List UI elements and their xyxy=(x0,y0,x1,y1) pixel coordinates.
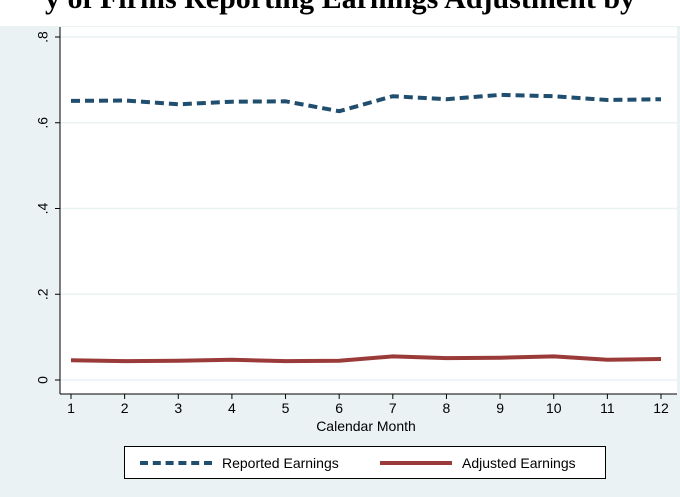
x-tick-label: 10 xyxy=(546,400,562,416)
plot-area xyxy=(60,27,677,394)
adjusted-earnings-line xyxy=(70,354,662,364)
x-tick-label: 5 xyxy=(282,400,290,416)
legend-label-reported: Reported Earnings xyxy=(222,454,339,471)
x-tick-label: 1 xyxy=(67,400,75,416)
y-tick-label: .4 xyxy=(35,202,51,214)
legend-label-adjusted: Adjusted Earnings xyxy=(462,454,576,471)
y-tick-label: .6 xyxy=(35,117,51,129)
x-tick-label: 6 xyxy=(335,400,343,416)
x-tick-label: 2 xyxy=(121,400,129,416)
legend-swatch-reported xyxy=(140,460,212,465)
legend-item-reported: Reported Earnings xyxy=(140,447,339,478)
legend-item-adjusted: Adjusted Earnings xyxy=(380,447,576,478)
grid-layer xyxy=(60,36,677,381)
x-axis-title: Calendar Month xyxy=(316,418,416,434)
x-tick-label: 3 xyxy=(174,400,182,416)
reported-earnings-line xyxy=(70,92,662,114)
title-strip: y of Firms Reporting Earnings Adjustment… xyxy=(0,0,680,26)
x-tick-label: 8 xyxy=(443,400,451,416)
legend: Reported Earnings Adjusted Earnings xyxy=(124,446,606,479)
x-tick-label: 7 xyxy=(389,400,397,416)
y-tick-label: .2 xyxy=(35,288,51,300)
x-tick-label: 12 xyxy=(653,400,669,416)
x-tick-label: 9 xyxy=(496,400,504,416)
series-layer xyxy=(70,92,662,364)
legend-swatch-adjusted xyxy=(380,460,452,465)
axes-layer: 0.2.4.6.81 2 3 4 5 6 7 8 9 10 11 12 xyxy=(35,27,677,416)
x-tick-label: 4 xyxy=(228,400,236,416)
x-tick-label: 11 xyxy=(600,400,615,416)
y-tick-label: .8 xyxy=(35,31,51,43)
chart-title: y of Firms Reporting Earnings Adjustment… xyxy=(0,0,680,16)
y-tick-label: 0 xyxy=(35,376,51,384)
